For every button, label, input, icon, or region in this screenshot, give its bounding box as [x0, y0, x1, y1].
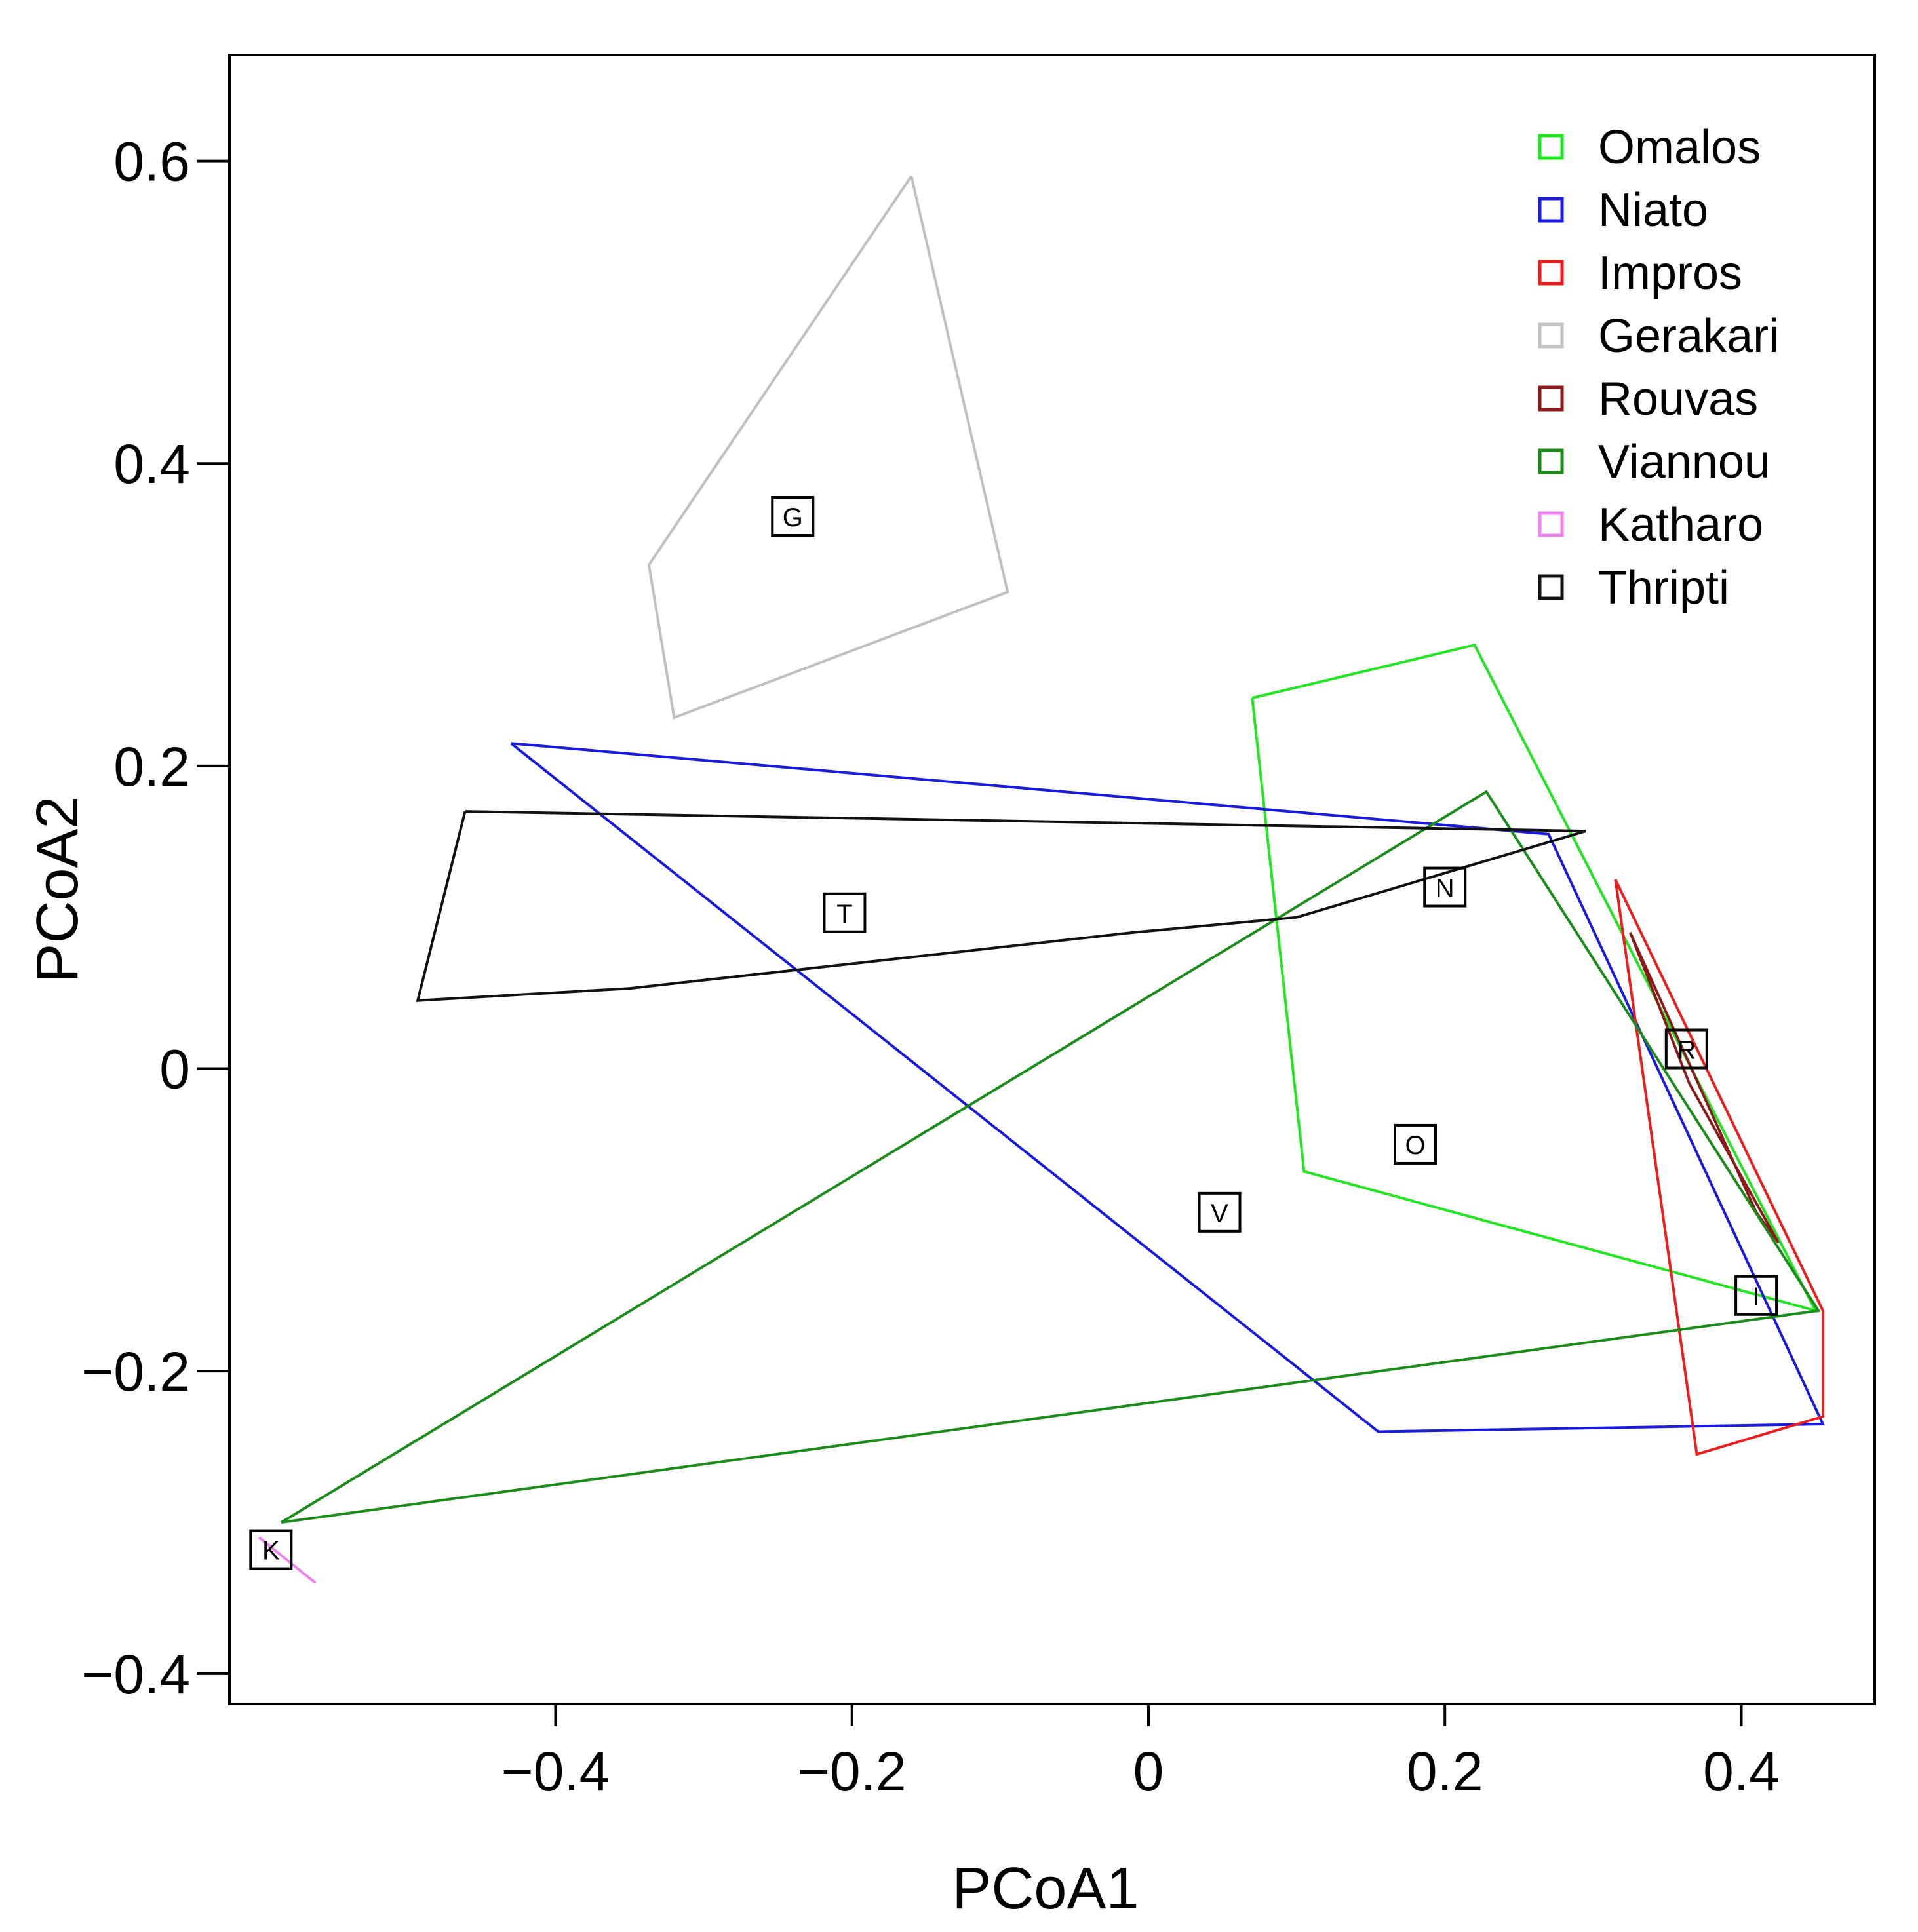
centroid-box — [771, 496, 815, 537]
centroid-marker-omalos: O — [1394, 1123, 1438, 1165]
hull-thripti — [416, 810, 1586, 1002]
centroid-marker-layer: O N I G R V K T — [249, 496, 1778, 1570]
legend-item-rouvas: Rouvas — [1538, 373, 1758, 425]
hull-viannou — [281, 790, 1821, 1524]
hull-niato — [510, 742, 1826, 1433]
hull-katharo — [258, 1536, 317, 1584]
centroid-box — [1198, 1191, 1242, 1233]
centroid-box — [1423, 866, 1467, 908]
legend-label: Omalos — [1598, 121, 1761, 174]
y-tick-label: −0.4 — [81, 1644, 190, 1705]
legend-swatch — [1538, 385, 1564, 412]
centroid-box — [1664, 1028, 1708, 1070]
y-tick-label: 0.6 — [113, 131, 190, 193]
centroid-marker-viannou: V — [1198, 1191, 1242, 1233]
legend-label: Rouvas — [1598, 373, 1758, 425]
x-tick-label: −0.2 — [798, 1741, 907, 1802]
legend-swatch — [1538, 574, 1564, 600]
hull-layer — [258, 175, 1826, 1584]
legend-swatch — [1538, 511, 1564, 537]
legend-label: Gerakari — [1598, 310, 1779, 362]
x-tick-label: 0.2 — [1407, 1741, 1483, 1802]
legend-item-impros: Impros — [1538, 247, 1742, 299]
centroid-label: K — [262, 1537, 280, 1566]
y-axis: −0.4 −0.2 0 0.2 0.4 0.6 — [81, 131, 229, 1705]
y-axis-title: PCoA2 — [25, 796, 90, 982]
legend-item-katharo: Katharo — [1538, 499, 1763, 551]
legend-item-gerakari: Gerakari — [1538, 310, 1779, 362]
x-tick-label: −0.4 — [501, 1741, 610, 1802]
centroid-marker-impros: I — [1734, 1275, 1778, 1316]
centroid-box — [823, 892, 867, 933]
centroid-label: O — [1405, 1131, 1425, 1160]
centroid-label: G — [783, 503, 803, 532]
legend-label: Katharo — [1598, 499, 1763, 551]
legend-item-thripti: Thripti — [1538, 562, 1729, 614]
x-axis-title: PCoA1 — [952, 1856, 1139, 1922]
legend-label: Viannou — [1598, 436, 1771, 488]
legend-item-niato: Niato — [1538, 184, 1708, 237]
centroid-marker-rouvas: R — [1664, 1028, 1708, 1070]
legend-swatch — [1538, 197, 1564, 223]
y-tick-label: −0.2 — [81, 1341, 190, 1402]
centroid-marker-katharo: K — [249, 1529, 293, 1570]
centroid-box — [1394, 1123, 1438, 1165]
y-tick-label: 0.4 — [113, 433, 190, 495]
centroid-marker-gerakari: G — [771, 496, 815, 537]
legend-swatch — [1538, 134, 1564, 160]
legend-item-omalos: Omalos — [1538, 121, 1761, 174]
hull-gerakari — [647, 175, 1009, 720]
legend-label: Impros — [1598, 247, 1742, 299]
legend-item-viannou: Viannou — [1538, 436, 1771, 488]
x-tick-label: 0 — [1133, 1741, 1164, 1802]
x-axis: −0.4 −0.2 0 0.2 0.4 — [501, 1704, 1780, 1802]
legend-swatch — [1538, 322, 1564, 349]
centroid-marker-niato: N — [1423, 866, 1467, 908]
legend-swatch — [1538, 260, 1564, 286]
centroid-label: I — [1753, 1283, 1760, 1311]
legend-swatch — [1538, 448, 1564, 474]
centroid-box — [249, 1529, 293, 1570]
centroid-label: T — [836, 900, 852, 929]
y-tick-label: 0 — [159, 1039, 190, 1100]
centroid-label: V — [1211, 1199, 1228, 1228]
y-tick-label: 0.2 — [113, 736, 190, 798]
legend: Omalos Niato Impros Gerakari Rouvas Viannou Ka… — [1538, 121, 1779, 614]
hull-rouvas — [1629, 931, 1780, 1244]
hull-impros — [1614, 879, 1824, 1456]
legend-label: Thripti — [1598, 562, 1729, 614]
centroid-marker-thripti: T — [823, 892, 867, 933]
legend-label: Niato — [1598, 184, 1708, 237]
centroid-box — [1734, 1275, 1778, 1316]
plot-frame — [228, 54, 1876, 1705]
x-tick-label: 0.4 — [1703, 1741, 1780, 1802]
centroid-label: N — [1436, 874, 1455, 903]
centroid-label: R — [1677, 1036, 1696, 1065]
